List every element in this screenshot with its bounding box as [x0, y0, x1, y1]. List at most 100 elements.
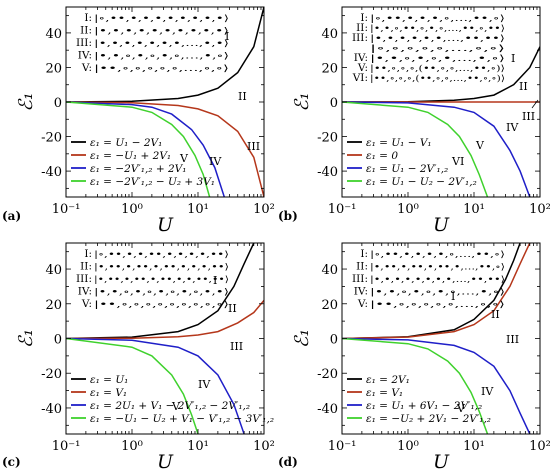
y-tick-label: 20 [45, 298, 62, 313]
x-axis-label: U [157, 214, 174, 236]
series-line-4 [66, 101, 211, 197]
state-config: |•,•,•,•,•,•,•,•,•,•⟩ [94, 27, 229, 37]
legend-entry: ε₁ = −U₁ + 2V₁ [90, 150, 171, 162]
state-config: |•,•,•,•,•,•,…,••,••⟩ [370, 34, 505, 44]
region-label: III [230, 340, 243, 353]
y-tick-label: 40 [321, 27, 338, 42]
region-label: III [247, 140, 260, 153]
panel-label: (b) [278, 209, 298, 223]
state-label: I: [84, 12, 92, 24]
series-line-2 [342, 243, 531, 340]
state-label: V: [357, 62, 368, 74]
region-label: V [456, 402, 466, 415]
series-lines [66, 243, 264, 434]
series-line-4 [342, 337, 489, 434]
region-label: IV [209, 155, 222, 168]
series-line-3 [342, 101, 531, 197]
state-config: |•,•,∘,•,∘,•,…,•,∘⟩ [370, 54, 505, 64]
state-config: |••,∘,∘,∘,(••,∘,∘,…,••,∘,∘)⟩ [370, 73, 505, 84]
state-config: |∘,••,•,•,•,•,•,•,•,•⟩ [94, 14, 229, 24]
x-tick-label: 10⁰ [397, 439, 419, 454]
legend-entry: ε₁ = −2V′₁,₂ + 2V₁ [90, 163, 186, 175]
series-line-1 [66, 243, 255, 340]
y-tick-label: -20 [41, 131, 62, 146]
state-config: |••,∘,∘,∘,(••,∘,∘,…,••,∘)⟩ [370, 63, 505, 74]
x-axis-label: U [157, 451, 174, 473]
state-config: |•,•,∘,•,∘,•,∘,…,•,∘⟩ [370, 288, 505, 298]
state-label: I: [360, 12, 368, 24]
state-config: |•,•,∘,•,∘,•,∘,•,∘,•,•⟩ [94, 288, 229, 298]
legend-entry: ε₁ = −U₂ + 2V₁ − 2V′₁,₂ [366, 413, 491, 425]
region-label: III [522, 110, 535, 123]
y-axis-label: ℰ₁ [15, 92, 37, 111]
state-label: IV: [354, 52, 368, 64]
y-tick-label: -40 [41, 165, 62, 180]
y-tick-label: -20 [41, 367, 62, 382]
region-label: I [225, 30, 229, 43]
state-config: |∘,••,•,•,•,∘,…,••,∘⟩ [370, 14, 505, 24]
legend-entry: ε₁ = U₁ + 6V₁ − 2V′₁,₂ [366, 400, 482, 412]
region-label: VI [451, 155, 464, 168]
x-axis-label: U [433, 214, 450, 236]
legend-entry: ε₁ = U₁ − 2V₁ [90, 137, 162, 149]
region-label: II [491, 308, 500, 321]
state-label: I: [84, 248, 92, 260]
x-axis-label: U [433, 451, 450, 473]
y-tick-label: 20 [321, 298, 338, 313]
region-label: IV [198, 378, 211, 391]
state-config: |•,••,•,••,•,••,•,…,••,∘⟩ [370, 263, 505, 273]
series-line-4 [342, 101, 489, 197]
series-lines [66, 7, 264, 197]
region-pointer [531, 99, 539, 109]
legend-entry: ε₁ = U₁ − 2V′₁,₂ [366, 163, 448, 175]
region-label: V [179, 152, 189, 165]
x-tick-label: 10⁻¹ [52, 202, 81, 217]
state-config: |∘,••,•,•,•,•,∘,…,••,∘⟩ [370, 250, 505, 260]
state-config: |••,∘,∘,∘,∘,∘,…,∘,∘⟩ [94, 64, 229, 74]
state-label: II: [356, 261, 368, 273]
state-label: II: [80, 261, 92, 273]
region-label: II [228, 302, 237, 315]
panel-label: (d) [278, 455, 298, 469]
series-line-4 [66, 337, 199, 434]
x-tick-label: 10⁻¹ [328, 439, 357, 454]
legend-entry: ε₁ = 0 [366, 150, 398, 162]
legend-entry: ε₁ = U₁ − V₁ [366, 137, 432, 149]
x-tick-label: 10¹ [187, 439, 209, 454]
state-label: VI: [352, 72, 368, 84]
x-tick-label: 10⁻¹ [52, 439, 81, 454]
series-line-3 [66, 337, 245, 434]
y-tick-label: 0 [54, 96, 62, 111]
panel-label: (c) [2, 455, 21, 469]
region-label: III [506, 333, 519, 346]
state-config: |•,•,•,•,•,•,•,•,…,••,••⟩ [370, 275, 505, 285]
y-tick-label: 0 [330, 333, 338, 348]
y-tick-label: 40 [45, 263, 62, 278]
y-axis-label: ℰ₁ [291, 329, 313, 348]
state-label: II: [356, 22, 368, 34]
legend-entry: ε₁ = V₁ [366, 387, 403, 399]
y-tick-label: 40 [321, 263, 338, 278]
panel-label: (a) [2, 209, 21, 223]
legend-entry: ε₁ = −2V′₁,₂ − U₂ + 3V₁ [90, 176, 215, 188]
state-label: III: [76, 37, 92, 49]
y-tick-label: 40 [45, 27, 62, 42]
x-tick-label: 10⁻¹ [328, 202, 357, 217]
y-tick-label: -40 [317, 165, 338, 180]
legend-entry: ε₁ = −U₁ − U₂ + V₁ − V′₁,₂ − 3V′₁,₂ [90, 413, 274, 425]
state-label: V: [81, 298, 92, 310]
series-line-2 [66, 101, 264, 197]
x-tick-label: 10² [529, 439, 550, 454]
state-config: |•,••,•,••,•,••,•,•,•,••⟩ [94, 263, 229, 273]
state-config: |•,•,∘,•,∘,•,∘,…,•,∘⟩ [94, 52, 229, 62]
region-label: II [238, 90, 247, 103]
state-label: III: [76, 273, 92, 285]
series-line-2 [66, 299, 264, 340]
state-label: IV: [354, 286, 368, 298]
y-axis-label: ℰ₁ [15, 329, 37, 348]
x-tick-label: 10⁰ [121, 202, 143, 217]
state-label: I: [360, 248, 368, 260]
state-label: IV: [78, 50, 92, 62]
legend-entry: ε₁ = 2U₁ + V₁ − 2V′₁,₂ − 2V′₁,₂ [90, 400, 250, 412]
